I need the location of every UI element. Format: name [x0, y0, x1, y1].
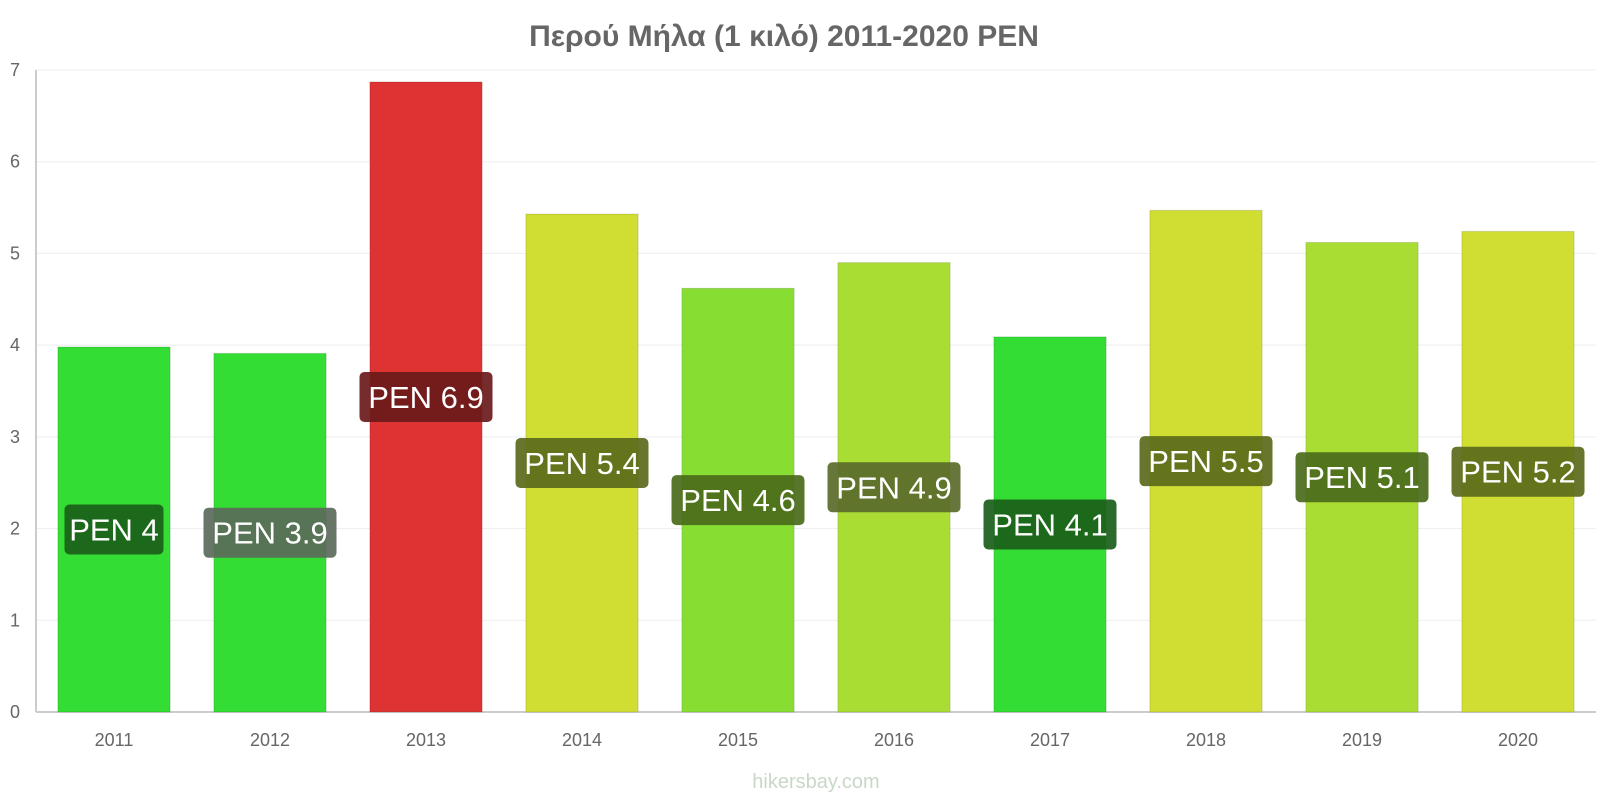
chart-title: Περού Μήλα (1 κιλό) 2011-2020 PEN — [529, 20, 1039, 53]
x-tick-label: 2014 — [562, 730, 602, 750]
data-label: PEN 3.9 — [212, 516, 327, 551]
x-tick-label: 2017 — [1030, 730, 1070, 750]
y-tick-label: 4 — [10, 335, 20, 355]
x-tick-label: 2012 — [250, 730, 290, 750]
data-label-bg — [359, 371, 493, 422]
x-tick-label: 2020 — [1498, 730, 1538, 750]
x-tick-label: 2016 — [874, 730, 914, 750]
data-label: PEN 5.4 — [524, 446, 639, 481]
x-tick-label: 2013 — [406, 730, 446, 750]
watermark: hikersbay.com — [752, 771, 879, 793]
data-label: PEN 4 — [69, 512, 159, 547]
data-label-bg — [827, 462, 961, 513]
data-label: PEN 6.9 — [368, 380, 483, 415]
x-axis-ticks: 2011 2012 2013 2014 2015 2016 2017 2018 2019 2020 — [95, 730, 1538, 750]
y-tick-label: 2 — [10, 519, 20, 539]
data-label: PEN 4.9 — [836, 470, 951, 505]
x-tick-label: 2015 — [718, 730, 758, 750]
data-label: PEN 5.1 — [1304, 460, 1419, 495]
y-axis-ticks: 0 1 2 3 4 5 6 7 — [10, 60, 20, 722]
x-tick-label: 2019 — [1342, 730, 1382, 750]
y-tick-label: 6 — [10, 152, 20, 172]
data-label-bg — [64, 504, 164, 555]
data-label-bg — [671, 475, 805, 526]
x-tick-label: 2011 — [95, 730, 134, 750]
data-label: PEN 4.6 — [680, 483, 795, 518]
data-label: PEN 4.1 — [992, 507, 1107, 542]
data-labels: PEN 4 PEN 3.9 PEN 6.9 PEN 5.4 PEN 4.6 PEN 4.9… — [64, 371, 1585, 558]
data-label-bg — [203, 507, 337, 558]
data-label-bg — [983, 499, 1117, 550]
x-tick-label: 2018 — [1186, 730, 1226, 750]
data-label: PEN 5.5 — [1148, 444, 1263, 479]
data-label: PEN 5.2 — [1460, 455, 1575, 490]
bars — [57, 81, 1575, 713]
y-tick-label: 0 — [10, 702, 20, 722]
y-tick-label: 5 — [10, 243, 20, 263]
y-tick-label: 3 — [10, 427, 20, 447]
data-label-bg — [1295, 452, 1429, 503]
y-tick-label: 7 — [10, 60, 20, 80]
data-label-bg — [1451, 446, 1585, 497]
data-label-bg — [515, 437, 649, 488]
data-label-bg — [1139, 436, 1273, 487]
y-tick-label: 1 — [10, 610, 20, 630]
